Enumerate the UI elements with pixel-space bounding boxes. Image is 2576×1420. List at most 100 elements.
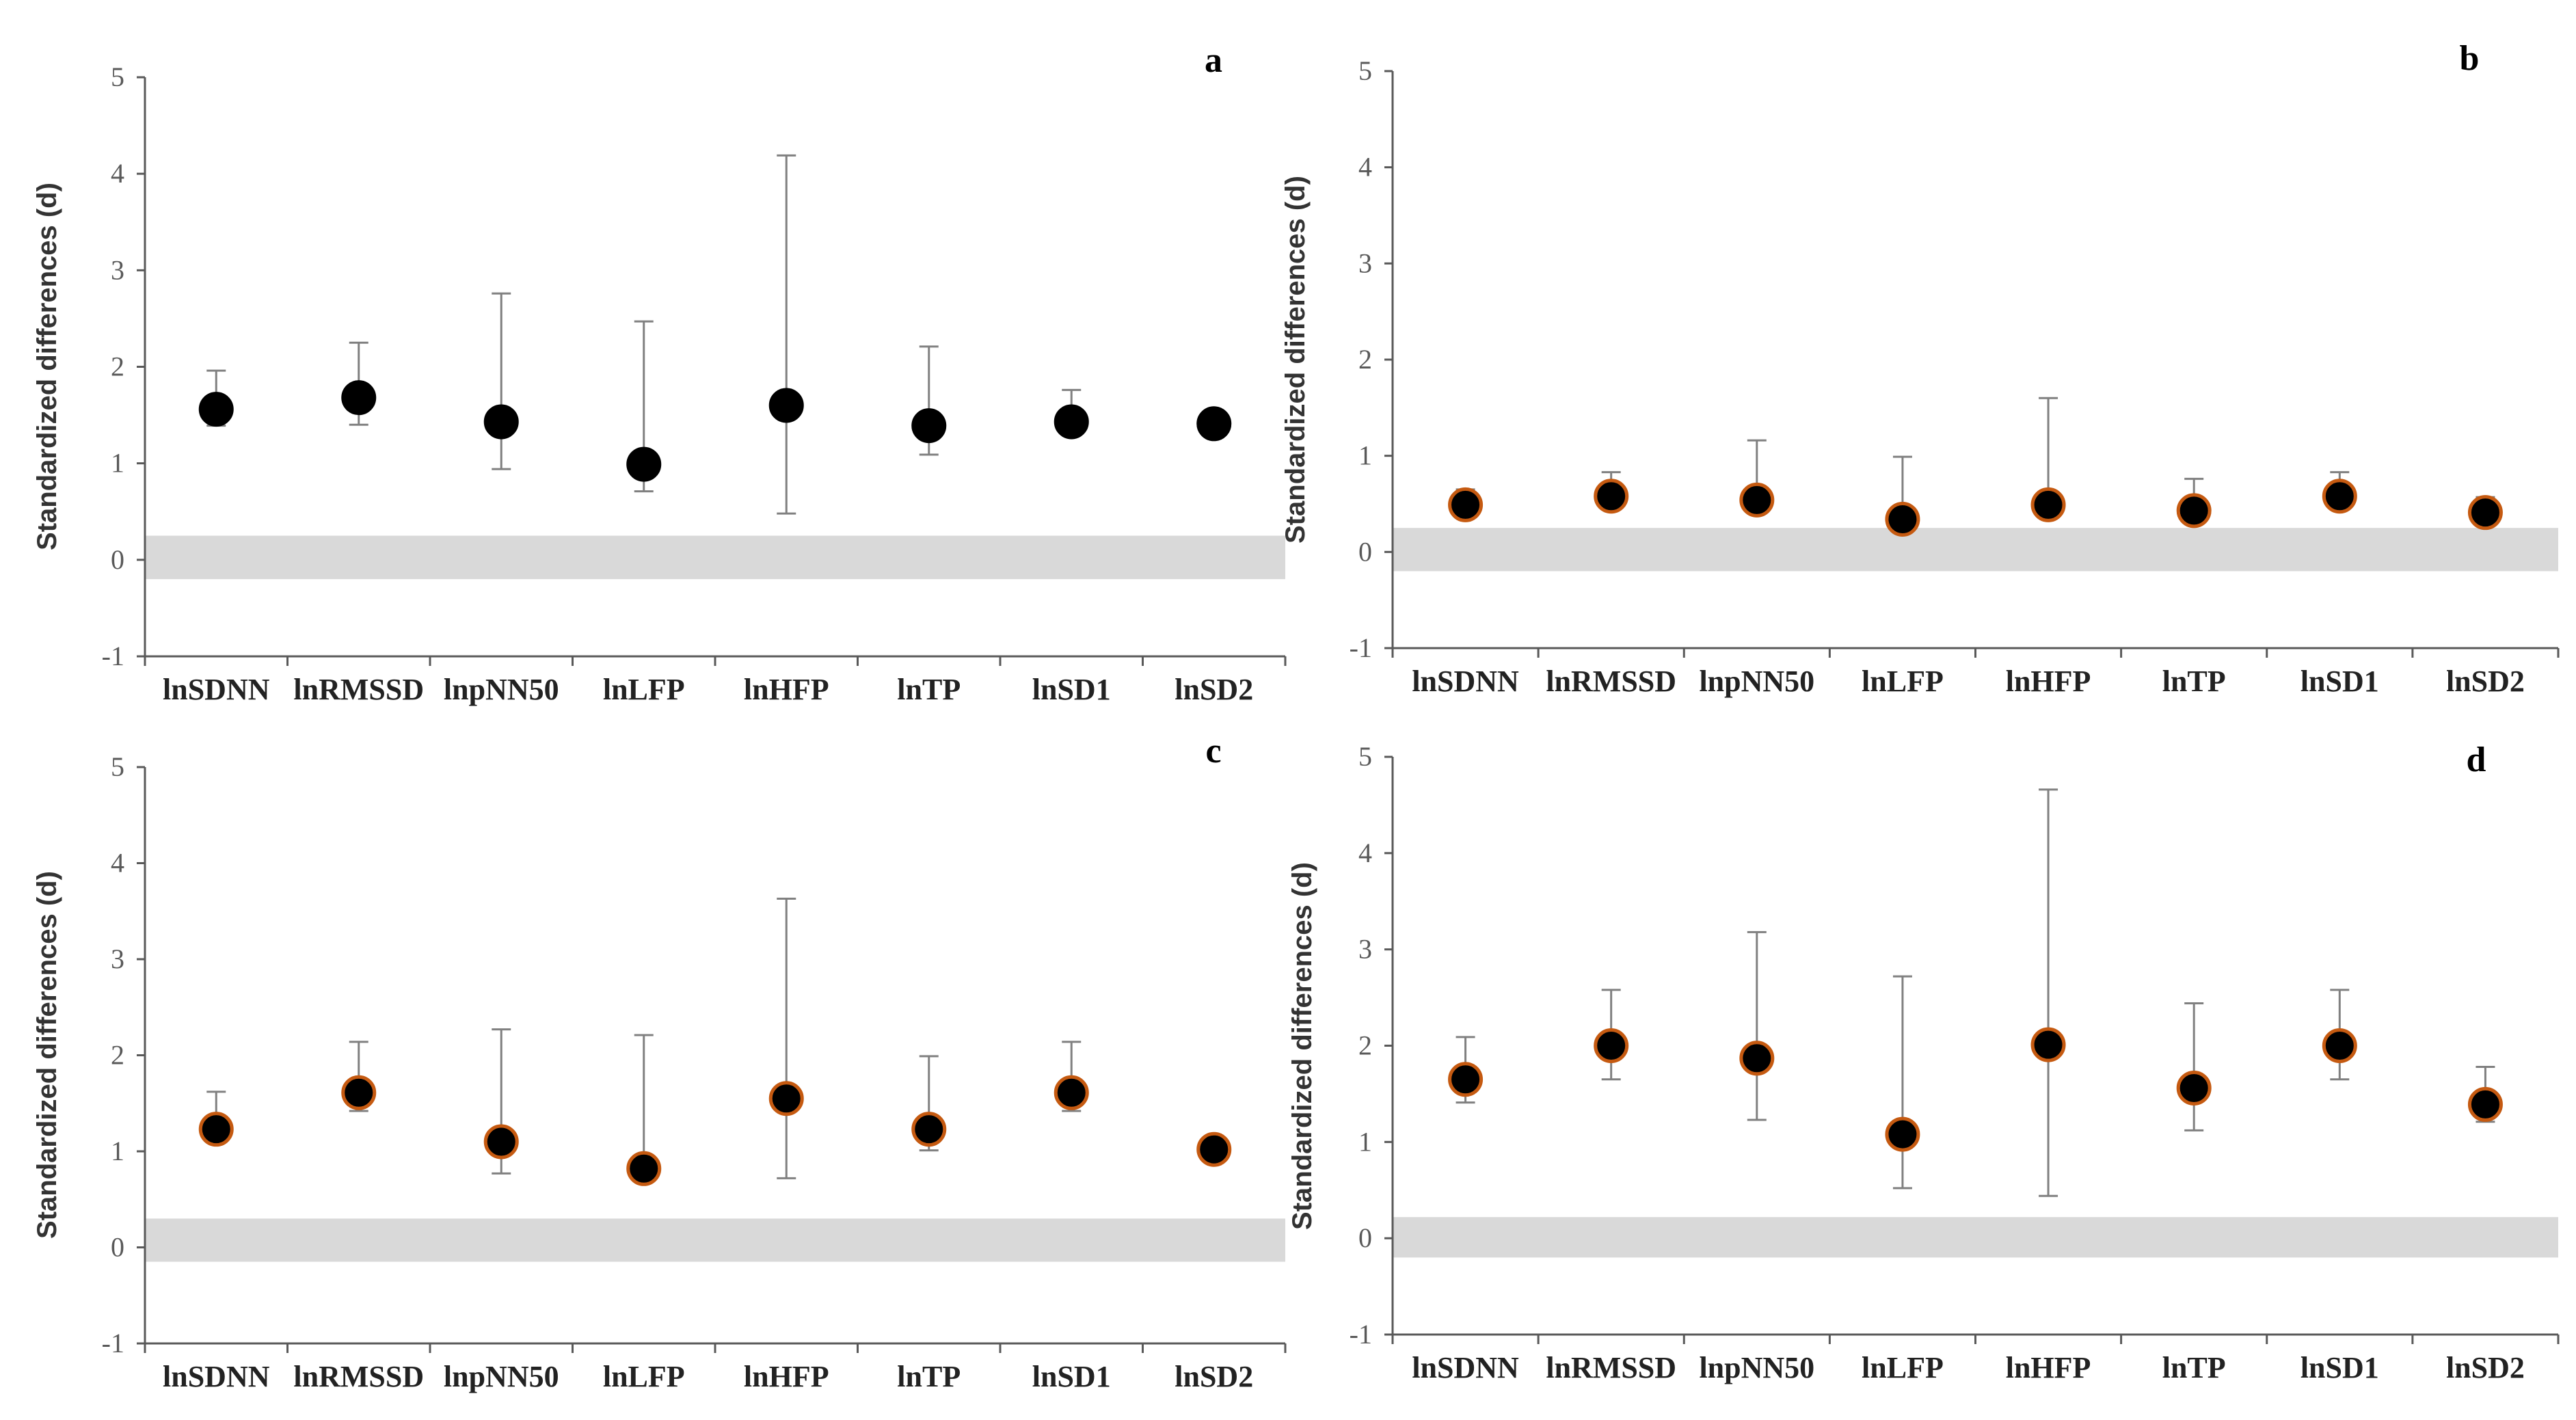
data-point	[2467, 1086, 2503, 1122]
data-point	[341, 1075, 377, 1110]
y-tick-label: 0	[1358, 1222, 1372, 1253]
data-point	[626, 1151, 662, 1186]
x-tick-label: lnRMSSD	[293, 1360, 424, 1393]
x-tick-label: lnSDNN	[1412, 665, 1519, 698]
y-tick-label: 0	[111, 1232, 124, 1263]
data-point	[1196, 1131, 1232, 1167]
data-point	[911, 1112, 947, 1147]
data-point	[341, 380, 377, 416]
x-tick-label: lnSDNN	[163, 1360, 270, 1393]
y-tick-label: -1	[1350, 1319, 1372, 1350]
chart-panel-d: 5 4 3 2 1 0 -1 lnSDNN lnRMSSD lnpNN50 lnLFP lnHFP ln…	[1287, 740, 2560, 1384]
x-tick-label: lnSDNN	[163, 673, 270, 706]
y-axis-label: Standardized differences (d)	[1287, 862, 1317, 1230]
x-tick-label: lnSD1	[1032, 673, 1111, 706]
data-point	[1594, 1028, 1629, 1063]
x-tick-label: lnSD2	[1175, 673, 1253, 706]
x-tick-label: lnHFP	[2006, 1351, 2091, 1384]
y-tick-label: 5	[1358, 741, 1372, 772]
panel-label: a	[1205, 41, 1222, 80]
data-point	[626, 446, 662, 482]
x-tick-label: lnLFP	[1862, 1351, 1944, 1384]
y-axis-label: Standardized differences (d)	[32, 183, 62, 550]
data-point	[1594, 479, 1629, 514]
data-point	[2322, 479, 2357, 514]
data-point	[1054, 404, 1089, 440]
x-tick-label: lnHFP	[744, 1360, 829, 1393]
chart-panel-a: 5 4 3 2 1 0 -1 lnSDNN lnRMSSD lnpNN50 lnLFP lnHFP ln…	[32, 41, 1287, 706]
data-point	[483, 1124, 519, 1160]
y-axis-label: Standardized differences (d)	[1280, 176, 1311, 544]
data-point	[1739, 482, 1775, 518]
y-tick-label: -1	[1350, 632, 1372, 663]
reference-band	[1393, 1217, 2558, 1258]
x-tick-label: lnRMSSD	[1546, 1351, 1676, 1384]
y-tick-label: 2	[1358, 1030, 1372, 1061]
x-tick-label: lnRMSSD	[293, 673, 424, 706]
y-tick-label: 4	[1358, 152, 1372, 183]
data-point	[2030, 1027, 2066, 1062]
x-tick-label: lnSD1	[1032, 1360, 1111, 1393]
y-tick-label: 0	[1358, 536, 1372, 567]
y-tick-label: 0	[111, 544, 124, 575]
data-point	[1448, 1062, 1484, 1097]
y-tick-label: 4	[111, 158, 124, 189]
x-tick-label: lnHFP	[744, 673, 829, 706]
data-point	[2322, 1028, 2357, 1063]
x-tick-label: lnRMSSD	[1546, 665, 1676, 698]
y-tick-label: 5	[111, 751, 124, 782]
panel-label: d	[2467, 740, 2486, 779]
x-tick-label: lnpNN50	[444, 1360, 559, 1393]
data-point	[2030, 487, 2066, 522]
x-tick-label: lnpNN50	[1699, 1351, 1814, 1384]
y-tick-label: 3	[111, 943, 124, 974]
data-point	[2176, 493, 2212, 528]
y-tick-label: -1	[102, 1328, 124, 1358]
data-point	[1885, 1116, 1920, 1152]
y-tick-label: 1	[1358, 440, 1372, 471]
x-tick-label: lnHFP	[2006, 665, 2091, 698]
y-tick-label: 5	[1358, 55, 1372, 86]
reference-band	[1393, 528, 2558, 572]
x-tick-label: lnTP	[897, 1360, 961, 1393]
x-tick-label: lnpNN50	[444, 673, 559, 706]
y-axis-label: Standardized differences (d)	[32, 871, 62, 1239]
y-tick-label: 5	[111, 62, 124, 92]
y-tick-label: -1	[102, 641, 124, 671]
x-tick-label: lnLFP	[603, 673, 685, 706]
y-tick-label: 1	[1358, 1126, 1372, 1157]
y-tick-label: 3	[111, 254, 124, 285]
chart-panel-b: 5 4 3 2 1 0 -1 lnSDNN lnRMSSD lnpNN50 lnLFP lnHFP ln…	[1280, 39, 2560, 698]
reference-band	[145, 1218, 1285, 1262]
data-point	[1196, 406, 1232, 442]
y-tick-label: 2	[111, 351, 124, 382]
data-point	[1054, 1075, 1089, 1110]
y-tick-label: 2	[111, 1040, 124, 1071]
x-tick-label: lnSD1	[2300, 665, 2379, 698]
x-tick-label: lnSD2	[2446, 1351, 2525, 1384]
y-tick-label: 4	[111, 848, 124, 879]
x-tick-label: lnTP	[2162, 1351, 2226, 1384]
y-tick-label: 3	[1358, 934, 1372, 965]
y-tick-label: 2	[1358, 344, 1372, 375]
x-tick-label: lnLFP	[603, 1360, 685, 1393]
data-point	[2467, 495, 2503, 531]
y-tick-label: 1	[111, 448, 124, 479]
data-point	[768, 1081, 804, 1116]
chart-panel-c: 5 4 3 2 1 0 -1 lnSDNN lnRMSSD lnpNN50 lnLFP lnHFP ln…	[32, 732, 1287, 1393]
data-point	[1739, 1041, 1775, 1076]
y-tick-label: 3	[1358, 247, 1372, 278]
data-point	[768, 388, 804, 423]
y-tick-label: 4	[1358, 838, 1372, 868]
x-tick-label: lnTP	[2162, 665, 2226, 698]
x-tick-label: lnSD2	[2446, 665, 2525, 698]
data-point	[1448, 487, 1484, 522]
x-tick-label: lnSDNN	[1412, 1351, 1519, 1384]
y-tick-label: 1	[111, 1136, 124, 1166]
data-point	[483, 404, 519, 440]
x-tick-label: lnLFP	[1862, 665, 1944, 698]
data-point	[198, 392, 234, 427]
panel-label: c	[1205, 732, 1221, 771]
reference-band	[145, 535, 1285, 580]
data-point	[2176, 1070, 2212, 1106]
